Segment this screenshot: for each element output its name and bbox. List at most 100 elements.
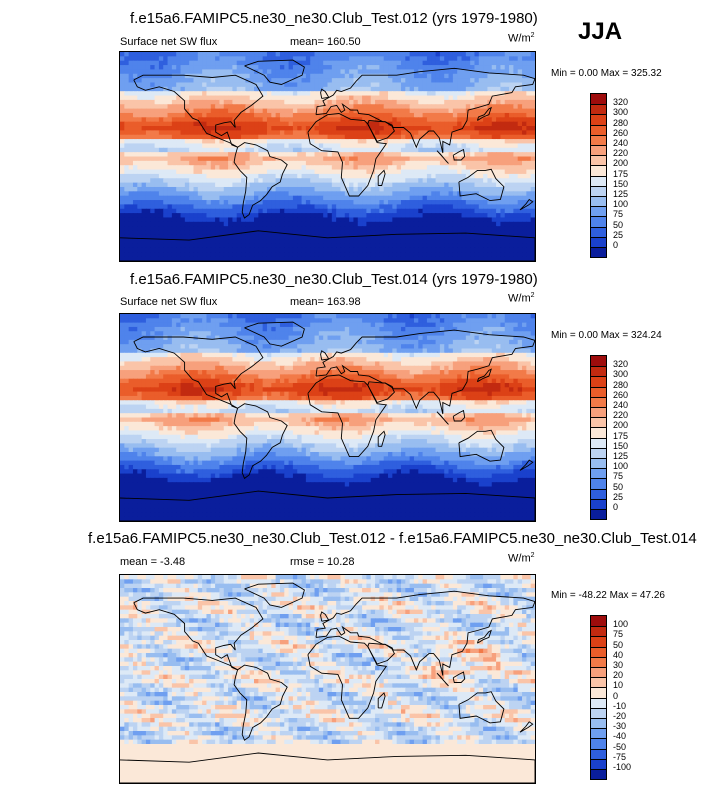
coastline <box>320 88 330 99</box>
colorbar-swatch <box>591 145 606 156</box>
coastline <box>315 329 535 415</box>
colorbar-tick-label: 150 <box>613 178 629 189</box>
coastline <box>377 430 386 447</box>
coastline <box>519 721 534 733</box>
colorbar-swatch <box>591 427 606 438</box>
colorbar-swatch <box>591 498 606 509</box>
colorbar-swatch <box>591 134 606 145</box>
colorbar-tick-label: 220 <box>613 410 629 421</box>
colorbar-tick-label: 0 <box>613 502 619 512</box>
coastline <box>519 198 534 211</box>
colorbar-swatch <box>591 509 606 520</box>
colorbar-swatch <box>591 748 606 759</box>
coastline <box>233 664 288 741</box>
colorbar-tick-label: 100 <box>613 619 629 630</box>
coastline <box>452 409 466 422</box>
colorbar-swatch <box>591 396 606 407</box>
coastline <box>133 74 264 148</box>
colorbar-tick-label: 50 <box>613 219 624 230</box>
colorbar-tick-label: 0 <box>613 690 619 701</box>
coastline <box>307 635 388 719</box>
colorbar-tick-label: -40 <box>613 731 627 742</box>
colorbar-tick-label: -30 <box>613 721 627 732</box>
colorbar-tick-label: -75 <box>613 751 627 762</box>
colorbar-swatch <box>591 155 606 166</box>
colorbar-tick-label: 260 <box>613 389 629 400</box>
coastline <box>458 429 505 462</box>
colorbar-swatch <box>591 758 606 769</box>
panel2-units: W/m2 <box>508 292 535 305</box>
coastline <box>436 150 449 164</box>
colorbar-boxes <box>590 93 607 259</box>
colorbar-tick-label: 150 <box>613 440 629 451</box>
coastline <box>519 459 534 471</box>
colorbar-tick-label: 40 <box>613 649 624 660</box>
colorbar-tick-label: 280 <box>613 379 629 390</box>
colorbar-swatch <box>591 697 606 708</box>
coastline <box>120 230 535 261</box>
coastline <box>476 629 492 644</box>
map-field <box>120 52 535 261</box>
colorbar-swatch <box>591 718 606 729</box>
panel3-rmse-label: rmse = 10.28 <box>290 556 355 568</box>
colorbar-swatch <box>591 707 606 718</box>
colorbar-tick-label: 200 <box>613 420 629 431</box>
colorbar-swatch <box>591 196 606 207</box>
panel2-map <box>119 313 536 522</box>
colorbar-tick-label: 300 <box>613 107 629 118</box>
colorbar-swatch <box>591 478 606 489</box>
panel1-mean-label: mean= 160.50 <box>290 36 361 48</box>
colorbar-swatch <box>591 114 606 125</box>
panel3-minmax: Min = -48.22 Max = 47.26 <box>551 590 665 601</box>
colorbar-tick-label: -20 <box>613 711 627 721</box>
panel2-variable-label: Surface net SW flux <box>120 296 218 308</box>
coastline <box>315 67 535 154</box>
colorbar-tick-label: 320 <box>613 97 629 108</box>
colorbar-swatch <box>591 206 606 217</box>
map-field <box>120 575 535 783</box>
coastline <box>244 582 305 608</box>
colorbar-swatch <box>591 407 606 418</box>
colorbar-swatch <box>591 216 606 227</box>
colorbar-tick-label: 280 <box>613 117 629 128</box>
panel2-mean-label: mean= 163.98 <box>290 296 361 308</box>
colorbar-tick-label: 200 <box>613 158 629 169</box>
colorbar-tick-label: 320 <box>613 359 629 370</box>
colorbar-tick-label: 240 <box>613 138 629 148</box>
coastline <box>244 59 305 85</box>
colorbar-swatch <box>591 646 606 657</box>
colorbar-swatch <box>591 667 606 678</box>
panel3-mean-label: mean = -3.48 <box>120 556 186 568</box>
colorbar-tick-label: 25 <box>613 229 624 240</box>
colorbar-swatch <box>591 226 606 237</box>
colorbar-tick-label: 100 <box>613 199 629 210</box>
map-field <box>120 314 535 521</box>
colorbar-boxes <box>590 615 607 781</box>
colorbar-tick-label: 240 <box>613 400 629 410</box>
coastline <box>120 752 535 783</box>
colorbar-swatch <box>591 769 606 780</box>
colorbar-tick-label: 125 <box>613 189 629 199</box>
panel1-map <box>119 51 536 262</box>
colorbar-swatch <box>591 185 606 196</box>
panel2-minmax: Min = 0.00 Max = 324.24 <box>551 330 662 341</box>
colorbar-swatch <box>591 386 606 397</box>
colorbar-tick-label: 50 <box>613 481 624 492</box>
panel1-title: f.e15a6.FAMIPC5.ne30_ne30.Club_Test.012 … <box>130 10 538 27</box>
colorbar-tick-label: 175 <box>613 168 629 179</box>
colorbar-tick-label: 0 <box>613 240 619 250</box>
coastline <box>436 672 449 687</box>
colorbar-swatch <box>591 247 606 258</box>
coastline <box>458 168 505 202</box>
colorbar-swatch <box>591 677 606 688</box>
coastline <box>244 321 305 347</box>
colorbar-swatch <box>591 626 606 637</box>
coastline <box>367 642 395 665</box>
colorbar-swatch <box>591 376 606 387</box>
colorbar-swatch <box>591 616 606 627</box>
colorbar-tick-label: 100 <box>613 461 629 472</box>
coastline <box>377 169 386 186</box>
colorbar-swatch <box>591 104 606 115</box>
colorbar-tick-label: 220 <box>613 148 629 159</box>
colorbar-tick-label: -100 <box>613 762 632 772</box>
